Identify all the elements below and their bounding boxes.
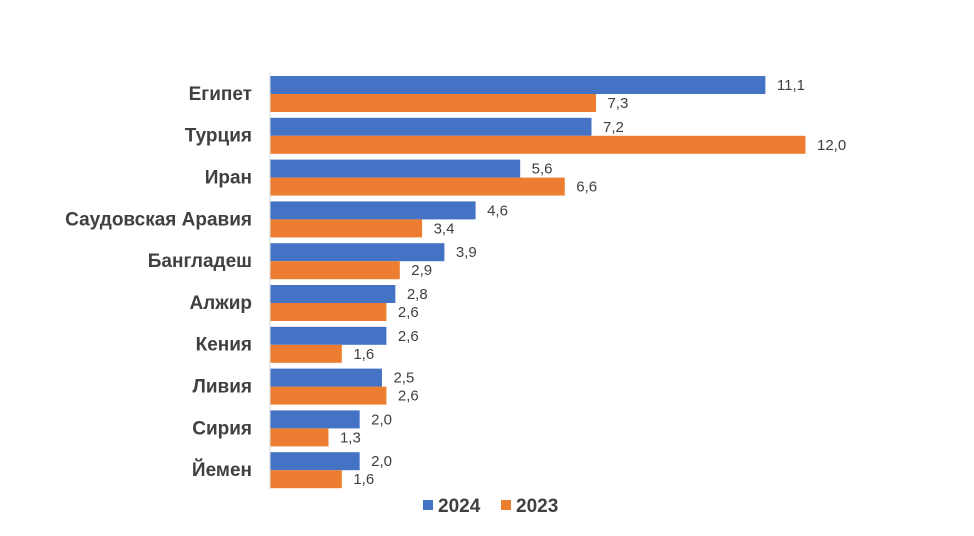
value-label-2024: 2,0 — [371, 411, 392, 428]
value-label-2024: 2,5 — [393, 370, 414, 387]
bar-2023 — [270, 261, 400, 280]
bar-2023 — [270, 94, 596, 112]
value-label-2024: 4,6 — [487, 202, 508, 219]
bars-group — [270, 76, 806, 489]
category-label: Бангладеш — [148, 251, 252, 272]
category-label: Кения — [196, 335, 252, 356]
legend-swatch-2023 — [501, 500, 511, 510]
bar-2024 — [270, 368, 382, 387]
category-label: Египет — [189, 84, 252, 105]
bar-2023 — [270, 428, 329, 447]
value-label-2023: 2,6 — [398, 388, 419, 405]
value-label-2024: 3,9 — [456, 244, 477, 261]
legend: 2024 2023 — [423, 496, 558, 517]
bar-2024 — [270, 201, 476, 220]
category-label: Иран — [205, 168, 252, 189]
value-label-2024: 2,8 — [407, 286, 428, 303]
category-label: Сирия — [192, 418, 252, 439]
category-label: Турция — [185, 126, 252, 147]
value-label-2024: 5,6 — [532, 161, 553, 178]
category-label: Ливия — [193, 377, 252, 398]
bar-2024 — [270, 452, 360, 471]
value-label-2023: 1,6 — [353, 471, 374, 488]
legend-label-2024: 2024 — [438, 496, 481, 517]
value-label-2024: 2,6 — [398, 328, 419, 345]
bar-2024 — [270, 117, 592, 136]
value-label-2023: 1,6 — [353, 346, 374, 363]
bar-2023 — [270, 303, 387, 321]
value-label-2023: 2,9 — [411, 262, 432, 279]
legend-label-2023: 2023 — [516, 496, 558, 517]
value-label-2023: 3,4 — [434, 220, 455, 237]
labels-group: Египет 11,1 7,3 Турция 7,2 12,0 Иран 5,6 6,6 Сауд… — [65, 77, 846, 488]
bar-2024 — [270, 159, 521, 178]
bar-2024 — [270, 410, 360, 429]
bar-2024 — [270, 243, 445, 262]
value-label-2024: 7,2 — [603, 119, 624, 136]
bar-2024 — [270, 326, 387, 345]
bar-2023 — [270, 386, 387, 405]
value-label-2023: 1,3 — [340, 429, 361, 446]
bar-2023 — [270, 470, 342, 489]
legend-swatch-2024 — [423, 500, 433, 510]
value-label-2024: 2,0 — [371, 453, 392, 470]
category-label: Йемен — [192, 459, 252, 481]
category-label: Алжир — [189, 293, 252, 314]
bar-2023 — [270, 135, 806, 154]
bar-2023 — [270, 219, 423, 238]
value-label-2023: 12,0 — [817, 137, 846, 154]
value-label-2023: 7,3 — [607, 95, 628, 112]
bar-2023 — [270, 344, 342, 363]
bar-2023 — [270, 177, 565, 196]
bar-2024 — [270, 76, 766, 94]
bar-2024 — [270, 285, 396, 303]
value-label-2023: 2,6 — [398, 304, 419, 321]
category-label: Саудовская Аравия — [65, 209, 252, 230]
value-label-2023: 6,6 — [576, 179, 597, 196]
value-label-2024: 11,1 — [777, 77, 805, 94]
